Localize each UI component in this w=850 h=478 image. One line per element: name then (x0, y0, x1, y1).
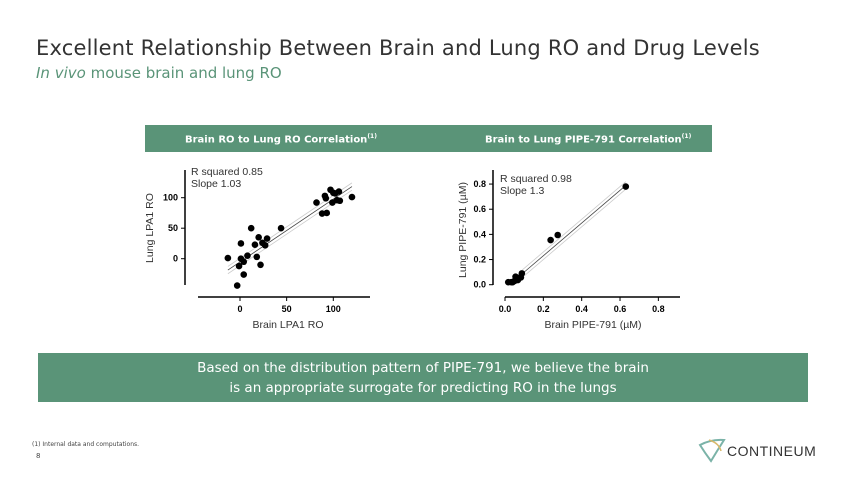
chart1-data-point (257, 261, 264, 269)
chart1-data-point (255, 234, 262, 241)
chart1-data-point (247, 224, 255, 232)
left-heading-sup: (1) (367, 133, 377, 140)
chart1-data-point (348, 193, 356, 201)
chart1-y-tick-label: 50 (168, 223, 178, 233)
conclusion-line-2: is an appropriate surrogate for predicti… (229, 380, 617, 396)
chart1-x-tick-label: 100 (326, 304, 341, 314)
chart2-data-point (509, 278, 516, 286)
chart1-data-point (333, 196, 341, 204)
page-number: 8 (36, 452, 41, 460)
chart1-x-axis-label: Brain LPA1 RO (252, 319, 323, 331)
chart1-data-point (240, 258, 248, 266)
chart2-data-point (517, 274, 525, 281)
chart1-annotation: Slope 1.03 (191, 178, 241, 190)
chart1-data-point (235, 262, 243, 270)
chart2-data-point (622, 183, 630, 190)
chart2-x-tick-label: 0.8 (652, 304, 665, 314)
chart1-data-point (322, 195, 330, 202)
chart1-data-point (233, 282, 241, 289)
right-chart-heading: Brain to Lung PIPE-791 Correlation(1) (485, 133, 691, 145)
chart2-confidence-band-upper (521, 181, 627, 271)
right-heading-sup: (1) (681, 133, 692, 140)
chart2-annotation: R squared 0.98 (500, 173, 572, 185)
chart1-x-tick-label: 50 (282, 304, 292, 314)
contineum-logo-icon (698, 438, 726, 463)
chart2-x-tick-label: 0.4 (575, 304, 588, 314)
chart1-data-point (263, 235, 271, 242)
chart1-annotation: R squared 0.85 (191, 166, 263, 178)
left-heading-text: Brain RO to Lung RO Correlation (185, 134, 368, 146)
chart2-y-tick-label: 0.8 (473, 179, 486, 189)
chart2-annotation: Slope 1.3 (500, 185, 545, 197)
page-title: Excellent Relationship Between Brain and… (36, 36, 760, 60)
chart1-data-point (240, 271, 248, 278)
left-chart-heading: Brain RO to Lung RO Correlation(1) (185, 133, 377, 145)
chart1-data-point (244, 252, 251, 259)
chart1-data-point (253, 253, 261, 261)
chart1-data-point (237, 240, 245, 247)
chart2-y-tick-label: 0.4 (473, 229, 486, 239)
chart1-y-axis-label: Lung LPA1 RO (144, 193, 156, 263)
right-heading-text: Brain to Lung PIPE-791 Correlation (485, 134, 682, 146)
conclusion-banner: Based on the distribution pattern of PIP… (38, 353, 808, 402)
chart2-y-tick-label: 0.2 (473, 255, 486, 265)
chart2-data-point (554, 231, 562, 239)
chart2-x-tick-label: 0.2 (537, 304, 550, 314)
footnote: (1) Internal data and computations. (32, 441, 140, 448)
chart1-data-point (323, 209, 331, 217)
chart2-y-tick-label: 0.0 (473, 280, 486, 290)
chart2-x-axis-label: Brain PIPE-791 (µM) (544, 319, 641, 331)
chart1-data-point (224, 254, 232, 262)
chart2-regression-line (521, 185, 627, 275)
chart1-data-point (331, 190, 339, 197)
chart2-y-axis-label: Lung PIPE-791 (µM) (457, 182, 469, 278)
chart2-y-tick-label: 0.6 (473, 204, 486, 214)
chart2-data-point (547, 236, 554, 244)
conclusion-line-1: Based on the distribution pattern of PIP… (197, 360, 649, 376)
logo-text: CONTINEUM (727, 443, 817, 459)
chart1-data-point (313, 199, 320, 206)
chart1-confidence-band-upper (227, 182, 353, 267)
chart1-data-point (261, 241, 269, 249)
subtitle-rest: mouse brain and lung RO (85, 64, 282, 82)
subtitle-italic: In vivo (36, 64, 86, 82)
chart2-x-tick-label: 0.0 (499, 304, 512, 314)
chart1-y-tick-label: 0 (173, 254, 178, 264)
page-subtitle: In vivo mouse brain and lung RO (36, 64, 282, 82)
chart1-data-point (277, 224, 285, 232)
chart1-data-point (251, 241, 259, 248)
chart1-x-tick-label: 0 (237, 304, 242, 314)
chart1-y-tick-label: 100 (163, 193, 178, 203)
chart2-confidence-band-lower (521, 188, 627, 278)
chart2-x-tick-label: 0.6 (614, 304, 627, 314)
chart-header-banner: Brain RO to Lung RO Correlation(1) Brain… (145, 125, 712, 152)
